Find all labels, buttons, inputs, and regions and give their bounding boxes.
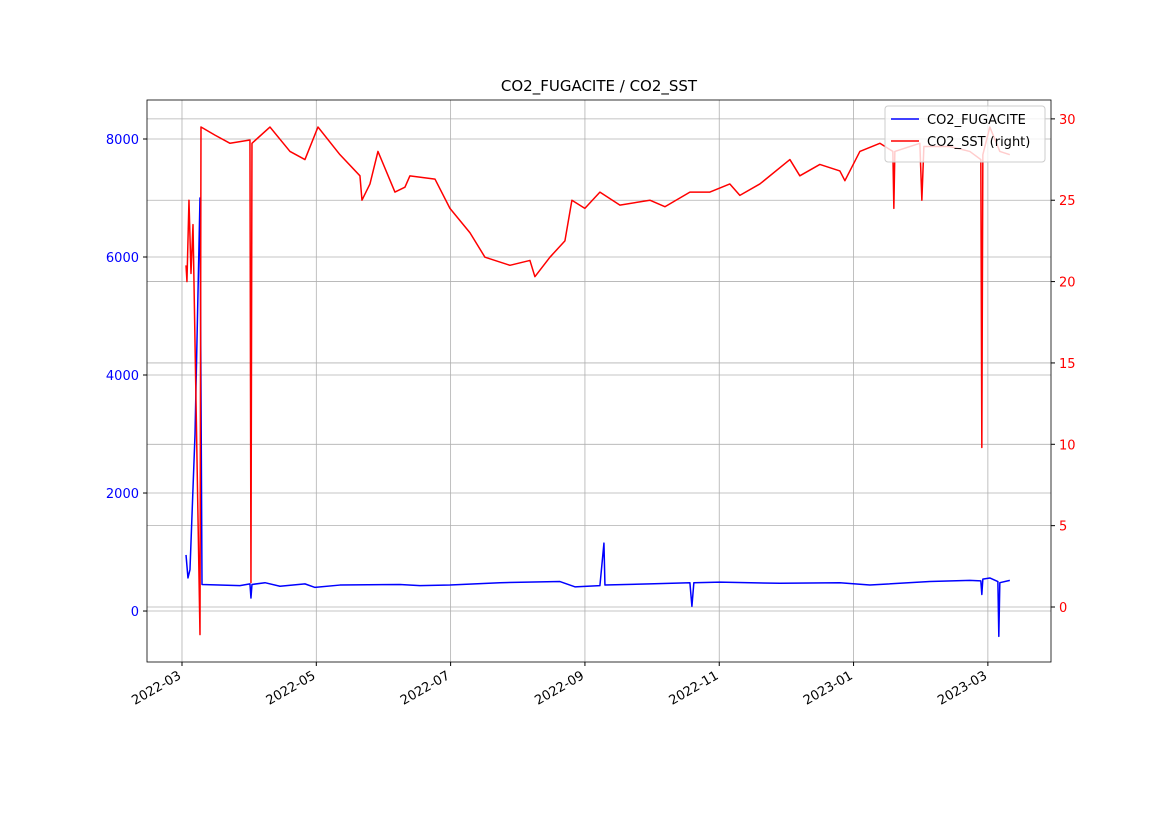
y2-tick-label: 5	[1059, 520, 1067, 535]
y2-tick-label: 25	[1059, 194, 1076, 209]
y-tick-label: 6000	[106, 251, 139, 266]
x-tick-label: 2022-05	[264, 668, 319, 708]
chart-title: CO2_FUGACITE / CO2_SST	[501, 77, 698, 96]
series-line	[185, 126, 1011, 636]
legend-box	[884, 105, 1046, 163]
y-tick-label: 8000	[106, 133, 139, 148]
y2-tick-label: 30	[1059, 113, 1076, 128]
legend: CO2_FUGACITE CO2_SST (right)	[884, 105, 1046, 163]
y2-tick-label: 0	[1059, 601, 1067, 616]
x-tick-label: 2022-09	[532, 668, 587, 708]
y2-tick-label: 10	[1059, 438, 1076, 453]
series-line	[185, 197, 1011, 638]
y-tick-label: 4000	[106, 369, 139, 384]
y-tick-label: 2000	[106, 487, 139, 502]
x-tick-label: 2022-11	[667, 668, 722, 708]
x-tick-label: 2022-07	[398, 668, 453, 708]
plot-frame	[146, 99, 1052, 663]
legend-label: CO2_SST (right)	[927, 135, 1030, 150]
y-tick-label: 0	[131, 605, 139, 620]
x-tick-label: 2023-03	[935, 668, 990, 708]
legend-label: CO2_FUGACITE	[927, 113, 1026, 128]
x-tick-label: 2023-01	[801, 668, 856, 708]
x-tick-label: 2022-03	[129, 668, 184, 708]
y2-tick-label: 15	[1059, 357, 1076, 372]
y2-tick-label: 20	[1059, 276, 1076, 291]
